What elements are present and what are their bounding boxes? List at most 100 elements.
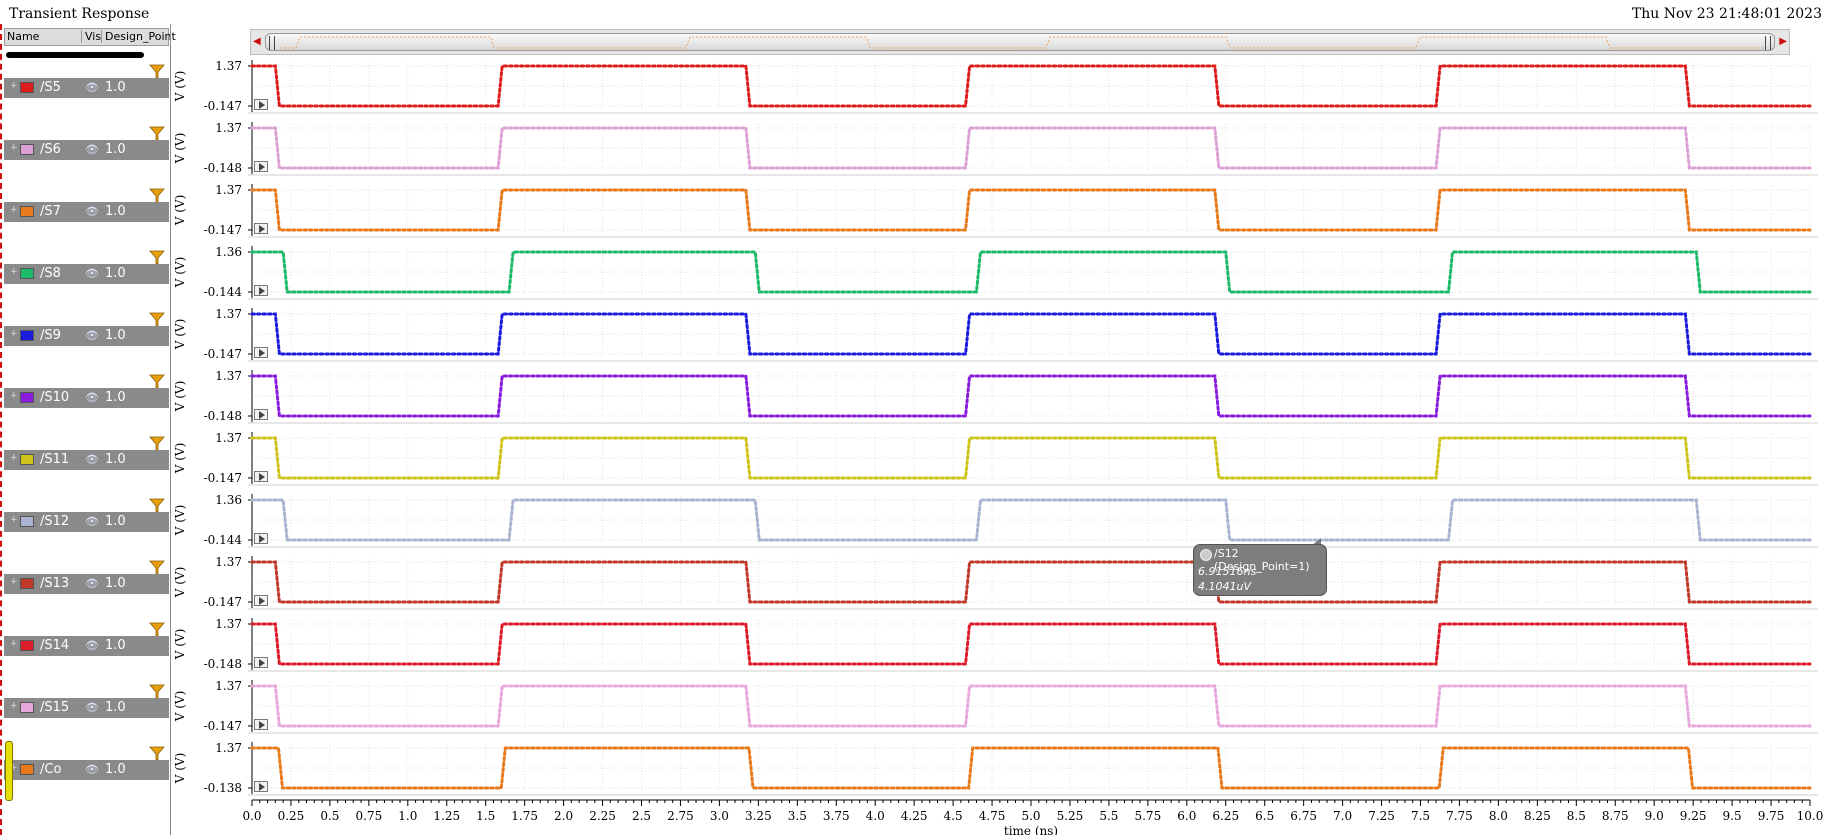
- waveform-panel[interactable]: 1.37 -0.147 V (V): [173, 183, 1818, 238]
- waveform-trace[interactable]: [250, 64, 1812, 108]
- waveform-panel[interactable]: 1.37 -0.147 V (V): [173, 679, 1818, 734]
- signal-bar[interactable]: + /S6 👁 1.0: [4, 140, 169, 160]
- signal-row[interactable]: + /S5 👁 1.0: [4, 60, 169, 122]
- pane-separator[interactable]: [170, 24, 171, 835]
- signal-row[interactable]: + /S8 👁 1.0: [4, 246, 169, 308]
- signal-bar[interactable]: + /S8 👁 1.0: [4, 264, 169, 284]
- signal-color-swatch[interactable]: [20, 330, 34, 341]
- visibility-eye-icon[interactable]: 👁: [85, 267, 99, 280]
- visibility-eye-icon[interactable]: 👁: [85, 639, 99, 652]
- waveform-panel[interactable]: 1.37 -0.138 V (V): [173, 741, 1818, 796]
- waveform-panel[interactable]: 1.37 -0.147 V (V): [173, 555, 1818, 610]
- visibility-eye-icon[interactable]: 👁: [85, 577, 99, 590]
- visibility-eye-icon[interactable]: 👁: [85, 329, 99, 342]
- play-icon[interactable]: [254, 719, 268, 730]
- signal-bar[interactable]: + /S14 👁 1.0: [4, 636, 169, 656]
- signal-row[interactable]: + /S9 👁 1.0: [4, 308, 169, 370]
- column-design-point-header[interactable]: Design_Point: [101, 30, 176, 43]
- expand-icon[interactable]: +: [10, 205, 18, 215]
- signal-color-swatch[interactable]: [20, 764, 34, 775]
- signal-row[interactable]: + /S14 👁 1.0: [4, 618, 169, 680]
- visibility-eye-icon[interactable]: 👁: [85, 391, 99, 404]
- signal-color-swatch[interactable]: [20, 702, 34, 713]
- waveform-panel[interactable]: 1.36 -0.144 V (V): [173, 493, 1818, 548]
- waveform-panel[interactable]: 1.37 -0.147 V (V): [173, 59, 1818, 114]
- play-icon[interactable]: [254, 409, 268, 420]
- play-icon[interactable]: [254, 285, 268, 296]
- signal-color-swatch[interactable]: [20, 578, 34, 589]
- visibility-eye-icon[interactable]: 👁: [85, 763, 99, 776]
- signal-row[interactable]: + /S12 👁 1.0: [4, 494, 169, 556]
- visibility-eye-icon[interactable]: 👁: [85, 205, 99, 218]
- play-icon[interactable]: [254, 781, 268, 792]
- scroll-thumb[interactable]: [265, 33, 1775, 51]
- expand-icon[interactable]: +: [10, 391, 18, 401]
- signal-color-swatch[interactable]: [20, 454, 34, 465]
- signal-color-swatch[interactable]: [20, 640, 34, 651]
- waveform-trace[interactable]: [250, 746, 1812, 790]
- expand-icon[interactable]: +: [10, 329, 18, 339]
- play-icon[interactable]: [254, 657, 268, 668]
- waveform-trace[interactable]: [250, 622, 1812, 666]
- expand-icon[interactable]: +: [10, 453, 18, 463]
- expand-icon[interactable]: +: [10, 701, 18, 711]
- signal-color-swatch[interactable]: [20, 206, 34, 217]
- waveform-trace[interactable]: [250, 498, 1812, 542]
- signal-bar[interactable]: + /S5 👁 1.0: [4, 78, 169, 98]
- play-icon[interactable]: [254, 99, 268, 110]
- signal-color-swatch[interactable]: [20, 144, 34, 155]
- signal-row[interactable]: + /S11 👁 1.0: [4, 432, 169, 494]
- signal-bar[interactable]: + /S13 👁 1.0: [4, 574, 169, 594]
- signal-color-swatch[interactable]: [20, 268, 34, 279]
- signal-row[interactable]: + /S13 👁 1.0: [4, 556, 169, 618]
- play-icon[interactable]: [254, 533, 268, 544]
- play-icon[interactable]: [254, 471, 268, 482]
- signal-color-swatch[interactable]: [20, 82, 34, 93]
- signal-bar[interactable]: + /Co 👁 1.0: [4, 760, 169, 780]
- visibility-eye-icon[interactable]: 👁: [85, 515, 99, 528]
- waveform-panel[interactable]: 1.37 -0.148 V (V): [173, 121, 1818, 176]
- waveform-trace[interactable]: [250, 188, 1812, 232]
- waveform-trace[interactable]: [250, 312, 1812, 356]
- visibility-eye-icon[interactable]: 👁: [85, 453, 99, 466]
- expand-icon[interactable]: +: [10, 577, 18, 587]
- waveform-panel[interactable]: 1.37 -0.148 V (V): [173, 369, 1818, 424]
- waveform-trace[interactable]: [250, 684, 1812, 728]
- waveform-trace[interactable]: [250, 250, 1812, 294]
- expand-icon[interactable]: +: [10, 81, 18, 91]
- waveform-trace[interactable]: [250, 560, 1812, 604]
- signal-row[interactable]: + /Co 👁 1.0: [4, 742, 169, 804]
- waveform-panel[interactable]: 1.37 -0.148 V (V): [173, 617, 1818, 672]
- play-icon[interactable]: [254, 161, 268, 172]
- drag-handle[interactable]: [5, 741, 13, 801]
- signal-row[interactable]: + /S6 👁 1.0: [4, 122, 169, 184]
- signal-bar[interactable]: + /S7 👁 1.0: [4, 202, 169, 222]
- waveform-panel[interactable]: 1.37 -0.147 V (V): [173, 307, 1818, 362]
- scroll-left-arrow-icon[interactable]: ◀: [253, 36, 261, 47]
- column-vis-header[interactable]: Vis: [81, 30, 101, 43]
- scroll-right-arrow-icon[interactable]: ▶: [1779, 36, 1787, 47]
- expand-icon[interactable]: +: [10, 639, 18, 649]
- signal-row[interactable]: + /S7 👁 1.0: [4, 184, 169, 246]
- play-icon[interactable]: [254, 595, 268, 606]
- signal-bar[interactable]: + /S15 👁 1.0: [4, 698, 169, 718]
- marker-tooltip[interactable]: /S12 (Design_Point=1) 6.91516ns 4.1041uV: [1193, 544, 1327, 596]
- signal-bar[interactable]: + /S11 👁 1.0: [4, 450, 169, 470]
- signal-color-swatch[interactable]: [20, 516, 34, 527]
- scroll-grip-right[interactable]: [1765, 36, 1771, 50]
- scroll-grip-left[interactable]: [269, 36, 275, 50]
- signal-bar[interactable]: + /S9 👁 1.0: [4, 326, 169, 346]
- play-icon[interactable]: [254, 223, 268, 234]
- signal-bar[interactable]: + /S10 👁 1.0: [4, 388, 169, 408]
- expand-icon[interactable]: +: [10, 763, 18, 773]
- signal-row[interactable]: + /S15 👁 1.0: [4, 680, 169, 742]
- play-icon[interactable]: [254, 347, 268, 358]
- waveform-panel[interactable]: 1.37 -0.147 V (V): [173, 431, 1818, 486]
- expand-icon[interactable]: +: [10, 515, 18, 525]
- visibility-eye-icon[interactable]: 👁: [85, 81, 99, 94]
- scroll-indicator[interactable]: [6, 52, 144, 58]
- visibility-eye-icon[interactable]: 👁: [85, 701, 99, 714]
- waveform-panel[interactable]: 1.36 -0.144 V (V): [173, 245, 1818, 300]
- signal-row[interactable]: + /S10 👁 1.0: [4, 370, 169, 432]
